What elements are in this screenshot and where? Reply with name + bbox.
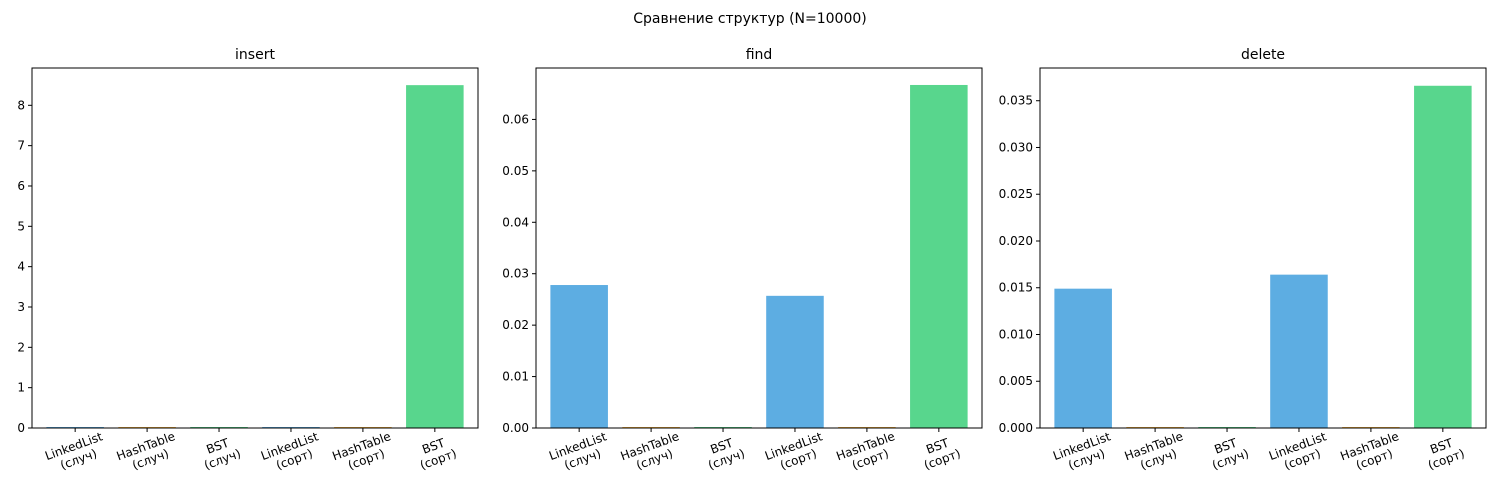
panel-delete: delete 0.000 0.005 0.010 0.015 0.020 0.025 0.03… <box>999 47 1487 476</box>
x-tick-label: LinkedList(случ) <box>43 429 109 476</box>
y-tick-label: 0.02 <box>502 318 529 332</box>
x-tick-label: BST(сорт) <box>917 433 962 472</box>
x-tick-label: LinkedList(случ) <box>1051 429 1117 476</box>
y-tick-label: 0.00 <box>502 421 529 435</box>
y-tick-label: 0.005 <box>999 374 1033 388</box>
y-tick-label: 0.000 <box>999 421 1033 435</box>
panel-title: delete <box>1241 47 1285 63</box>
y-tick-label: 5 <box>17 219 25 233</box>
y-tick-label: 0.015 <box>999 281 1033 295</box>
x-tick-label: HashTable(случ) <box>115 429 182 476</box>
x-tick-label: BST(случ) <box>197 433 242 472</box>
x-tick-label: BST(сорт) <box>1421 433 1466 472</box>
panel-title: insert <box>235 47 275 63</box>
x-tick-label: HashTable(сорт) <box>330 429 397 476</box>
plot-frame <box>1039 67 1487 429</box>
y-tick-label: 0.06 <box>502 112 529 126</box>
bar <box>1414 85 1472 428</box>
y-tick-label: 3 <box>17 300 25 314</box>
y-tick-label: 1 <box>17 381 25 395</box>
y-tick-label: 0 <box>17 421 25 435</box>
plot-frame <box>535 67 983 429</box>
x-tick-label: HashTable(случ) <box>1123 429 1190 476</box>
x-tick-label: LinkedList(сорт) <box>1267 429 1333 476</box>
panel-title: find <box>746 47 773 63</box>
x-tick-label: LinkedList(сорт) <box>763 429 829 476</box>
x-tick-label: BST(сорт) <box>413 433 458 472</box>
x-tick-label: HashTable(сорт) <box>834 429 901 476</box>
bar <box>406 85 464 429</box>
x-tick-label: BST(случ) <box>701 433 746 472</box>
y-tick-label: 0.020 <box>999 234 1033 248</box>
y-tick-label: 7 <box>17 139 25 153</box>
y-tick-label: 8 <box>17 98 25 112</box>
bar <box>910 84 968 428</box>
bar <box>1054 288 1112 428</box>
y-tick-label: 4 <box>17 260 25 274</box>
y-tick-label: 0.03 <box>502 267 529 281</box>
figure-suptitle: Сравнение структур (N=10000) <box>633 11 867 27</box>
x-tick-label: HashTable(случ) <box>619 429 686 476</box>
x-tick-label: LinkedList(случ) <box>547 429 613 476</box>
bar <box>1270 274 1328 428</box>
y-tick-label: 0.030 <box>999 140 1033 154</box>
x-tick-label: LinkedList(сорт) <box>259 429 325 476</box>
y-tick-label: 0.04 <box>502 215 529 229</box>
y-tick-label: 0.05 <box>502 164 529 178</box>
y-tick-label: 6 <box>17 179 25 193</box>
y-tick-label: 2 <box>17 340 25 354</box>
y-tick-label: 0.01 <box>502 370 529 384</box>
y-tick-label: 0.035 <box>999 94 1033 108</box>
plot-frame <box>31 67 479 429</box>
x-tick-label: BST(случ) <box>1205 433 1250 472</box>
bar <box>766 295 824 428</box>
panel-find: find 0.00 0.01 0.02 0.03 0.04 0.05 0.06 LinkedLi… <box>502 47 983 476</box>
x-tick-label: HashTable(сорт) <box>1338 429 1405 476</box>
y-tick-label: 0.025 <box>999 187 1033 201</box>
y-tick-label: 0.010 <box>999 327 1033 341</box>
bar <box>550 285 608 428</box>
